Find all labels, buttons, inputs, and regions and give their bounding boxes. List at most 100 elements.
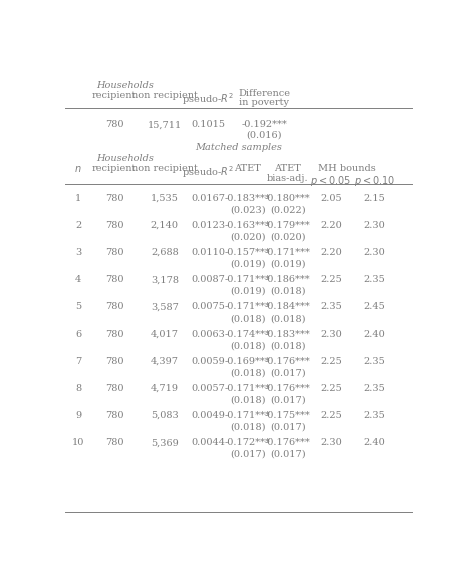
- Text: Difference: Difference: [238, 89, 290, 98]
- Text: ATET: ATET: [274, 164, 301, 173]
- Text: (0.020): (0.020): [270, 233, 305, 242]
- Text: 2.25: 2.25: [320, 411, 342, 420]
- Text: 3,178: 3,178: [151, 275, 179, 284]
- Text: -0.169***: -0.169***: [225, 357, 271, 366]
- Text: (0.017): (0.017): [270, 396, 305, 405]
- Text: non recipient: non recipient: [132, 91, 198, 100]
- Text: 0.0110: 0.0110: [191, 248, 225, 257]
- Text: Matched samples: Matched samples: [195, 143, 282, 152]
- Text: 0.0044: 0.0044: [191, 438, 225, 447]
- Text: (0.017): (0.017): [270, 450, 305, 459]
- Text: (0.019): (0.019): [270, 260, 305, 269]
- Text: 2.05: 2.05: [320, 193, 342, 203]
- Text: (0.018): (0.018): [230, 369, 266, 377]
- Text: 2.20: 2.20: [320, 248, 342, 257]
- Text: -0.180***: -0.180***: [265, 193, 310, 203]
- Text: (0.023): (0.023): [230, 205, 266, 215]
- Text: 2.25: 2.25: [320, 275, 342, 284]
- Text: (0.017): (0.017): [230, 450, 266, 459]
- Text: MH bounds: MH bounds: [318, 164, 376, 173]
- Text: -0.183***: -0.183***: [265, 329, 310, 339]
- Text: $p < 0.10$: $p < 0.10$: [354, 174, 395, 188]
- Text: 780: 780: [105, 248, 123, 257]
- Text: -0.183***: -0.183***: [225, 193, 271, 203]
- Text: in poverty: in poverty: [239, 98, 289, 107]
- Text: -0.176***: -0.176***: [265, 357, 310, 366]
- Text: 2.35: 2.35: [363, 275, 385, 284]
- Text: -0.171***: -0.171***: [225, 411, 271, 420]
- Text: 2.25: 2.25: [320, 384, 342, 393]
- Text: 780: 780: [105, 411, 123, 420]
- Text: 9: 9: [75, 411, 81, 420]
- Text: 2: 2: [75, 221, 81, 230]
- Text: 5: 5: [75, 302, 81, 312]
- Text: 3,587: 3,587: [151, 302, 179, 312]
- Text: (0.017): (0.017): [270, 369, 305, 377]
- Text: 4: 4: [75, 275, 81, 284]
- Text: bias-adj.: bias-adj.: [267, 174, 308, 183]
- Text: 2.25: 2.25: [320, 357, 342, 366]
- Text: 1,535: 1,535: [151, 193, 179, 203]
- Text: -0.179***: -0.179***: [265, 221, 310, 230]
- Text: -0.171***: -0.171***: [225, 384, 271, 393]
- Text: (0.022): (0.022): [270, 205, 305, 215]
- Text: 2.30: 2.30: [363, 221, 385, 230]
- Text: -0.157***: -0.157***: [225, 248, 271, 257]
- Text: 780: 780: [105, 438, 123, 447]
- Text: $p < 0.05$: $p < 0.05$: [310, 174, 351, 188]
- Text: -0.172***: -0.172***: [225, 438, 271, 447]
- Text: $n$: $n$: [75, 164, 82, 174]
- Text: -0.192***: -0.192***: [241, 121, 287, 129]
- Text: (0.019): (0.019): [230, 287, 266, 296]
- Text: -0.171***: -0.171***: [265, 248, 310, 257]
- Text: -0.175***: -0.175***: [265, 411, 310, 420]
- Text: 0.0075: 0.0075: [191, 302, 225, 312]
- Text: 2,140: 2,140: [151, 221, 179, 230]
- Text: 780: 780: [105, 302, 123, 312]
- Text: pseudo-$R^2$: pseudo-$R^2$: [182, 164, 234, 179]
- Text: recipient: recipient: [92, 164, 137, 173]
- Text: 2.45: 2.45: [363, 302, 385, 312]
- Text: 3: 3: [75, 248, 81, 257]
- Text: 2.40: 2.40: [363, 329, 385, 339]
- Text: 2.20: 2.20: [320, 221, 342, 230]
- Text: 780: 780: [105, 275, 123, 284]
- Text: 15,711: 15,711: [148, 121, 182, 129]
- Text: 780: 780: [105, 357, 123, 366]
- Text: (0.018): (0.018): [230, 314, 266, 323]
- Text: 10: 10: [72, 438, 84, 447]
- Text: 5,369: 5,369: [151, 438, 178, 447]
- Text: Households: Households: [96, 154, 154, 163]
- Text: (0.018): (0.018): [270, 314, 305, 323]
- Text: non recipient: non recipient: [132, 164, 198, 173]
- Text: -0.174***: -0.174***: [225, 329, 271, 339]
- Text: -0.184***: -0.184***: [265, 302, 310, 312]
- Text: -0.176***: -0.176***: [265, 384, 310, 393]
- Text: 780: 780: [105, 384, 123, 393]
- Text: 4,719: 4,719: [151, 384, 179, 393]
- Text: 8: 8: [75, 384, 81, 393]
- Text: 780: 780: [105, 121, 123, 129]
- Text: (0.018): (0.018): [270, 341, 305, 350]
- Text: 2.30: 2.30: [320, 438, 342, 447]
- Text: 2.30: 2.30: [363, 248, 385, 257]
- Text: 6: 6: [75, 329, 81, 339]
- Text: 2.30: 2.30: [320, 329, 342, 339]
- Text: 0.0059: 0.0059: [191, 357, 225, 366]
- Text: 1: 1: [75, 193, 81, 203]
- Text: 2.40: 2.40: [363, 438, 385, 447]
- Text: recipient: recipient: [92, 91, 137, 100]
- Text: 4,397: 4,397: [151, 357, 179, 366]
- Text: (0.020): (0.020): [230, 233, 266, 242]
- Text: 0.0123: 0.0123: [191, 221, 225, 230]
- Text: 0.0063: 0.0063: [191, 329, 225, 339]
- Text: 2.35: 2.35: [320, 302, 342, 312]
- Text: -0.171***: -0.171***: [225, 275, 271, 284]
- Text: 0.0057: 0.0057: [191, 384, 225, 393]
- Text: (0.018): (0.018): [230, 341, 266, 350]
- Text: -0.176***: -0.176***: [265, 438, 310, 447]
- Text: 2.15: 2.15: [363, 193, 385, 203]
- Text: 780: 780: [105, 221, 123, 230]
- Text: (0.018): (0.018): [230, 396, 266, 405]
- Text: 5,083: 5,083: [151, 411, 178, 420]
